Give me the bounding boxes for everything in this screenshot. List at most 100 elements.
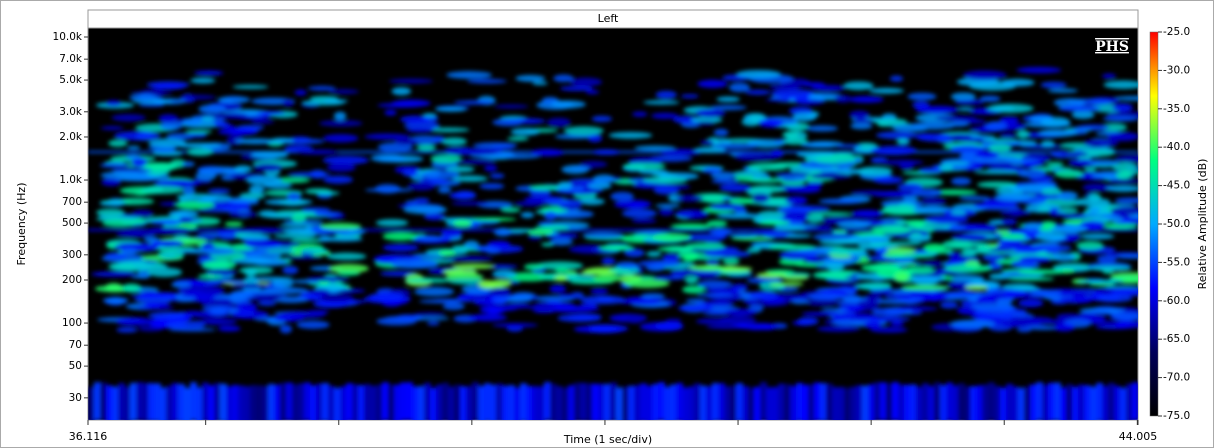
texture <box>138 103 165 107</box>
texture <box>352 384 359 420</box>
texture <box>201 247 236 256</box>
chart-title: Left <box>598 12 619 25</box>
texture <box>414 287 455 297</box>
texture <box>579 160 608 168</box>
texture <box>736 383 743 420</box>
texture <box>287 172 331 177</box>
texture <box>1054 169 1084 179</box>
texture <box>231 310 269 320</box>
texture <box>964 386 971 420</box>
texture <box>1066 383 1073 420</box>
texture <box>806 213 824 223</box>
texture <box>256 111 286 115</box>
colorbar-label: Relative Amplitude (dB) <box>1196 159 1209 290</box>
texture <box>234 165 252 173</box>
texture <box>182 117 204 127</box>
texture <box>232 84 269 89</box>
colorbar-tick-label: -45.0 <box>1163 180 1190 192</box>
texture <box>806 125 839 132</box>
texture <box>102 219 137 228</box>
texture <box>296 149 339 155</box>
texture <box>282 99 295 107</box>
texture <box>682 254 698 262</box>
texture <box>368 292 405 302</box>
texture <box>697 79 728 88</box>
texture <box>682 387 689 420</box>
texture <box>217 128 257 136</box>
texture <box>950 145 985 153</box>
texture <box>836 221 872 229</box>
texture <box>1047 88 1079 93</box>
texture <box>850 190 890 196</box>
texture <box>358 385 365 420</box>
texture <box>196 387 203 420</box>
texture <box>143 236 160 243</box>
texture <box>251 276 294 282</box>
texture <box>942 239 973 250</box>
texture <box>632 111 648 117</box>
texture <box>1112 103 1134 112</box>
texture <box>492 118 524 127</box>
texture <box>318 293 354 303</box>
texture <box>862 385 869 420</box>
texture <box>116 326 138 333</box>
texture <box>871 299 920 305</box>
texture <box>148 138 187 148</box>
texture <box>719 183 752 192</box>
texture <box>1024 386 1031 420</box>
texture <box>722 257 740 265</box>
texture <box>143 301 171 307</box>
texture <box>806 293 847 301</box>
texture <box>638 259 682 268</box>
texture <box>514 200 547 207</box>
texture <box>811 85 846 92</box>
texture <box>769 84 800 90</box>
texture <box>214 383 221 420</box>
texture <box>1035 232 1067 242</box>
texture <box>1000 78 1035 87</box>
texture <box>625 314 644 324</box>
texture <box>574 382 581 420</box>
texture <box>430 387 437 420</box>
texture <box>524 263 545 271</box>
texture <box>918 167 947 174</box>
texture <box>246 175 283 186</box>
texture <box>1114 386 1121 420</box>
texture <box>691 116 723 124</box>
texture <box>655 203 681 208</box>
texture <box>696 280 733 289</box>
texture <box>1058 151 1089 158</box>
texture <box>1101 73 1117 79</box>
texture <box>147 267 183 277</box>
texture <box>991 105 1015 112</box>
texture <box>877 217 908 227</box>
texture <box>624 279 670 288</box>
texture <box>1114 320 1138 329</box>
texture <box>959 195 990 201</box>
texture <box>432 135 446 142</box>
colorbar-tick-label: -25.0 <box>1163 26 1190 38</box>
texture <box>244 386 251 420</box>
texture <box>391 87 412 96</box>
texture <box>463 240 480 249</box>
texture <box>754 386 761 420</box>
texture <box>553 74 574 83</box>
texture <box>168 209 199 219</box>
texture <box>790 299 810 305</box>
texture <box>273 233 317 239</box>
texture <box>1058 105 1101 112</box>
texture <box>479 183 505 190</box>
texture <box>100 382 107 420</box>
texture <box>136 382 143 420</box>
texture <box>610 382 617 420</box>
texture <box>838 387 845 420</box>
texture <box>496 383 503 420</box>
texture <box>319 223 362 230</box>
texture <box>544 198 584 206</box>
texture <box>768 244 817 251</box>
texture <box>994 386 1001 420</box>
texture <box>323 175 354 184</box>
texture <box>925 247 953 255</box>
texture <box>654 321 684 331</box>
texture <box>370 153 407 163</box>
